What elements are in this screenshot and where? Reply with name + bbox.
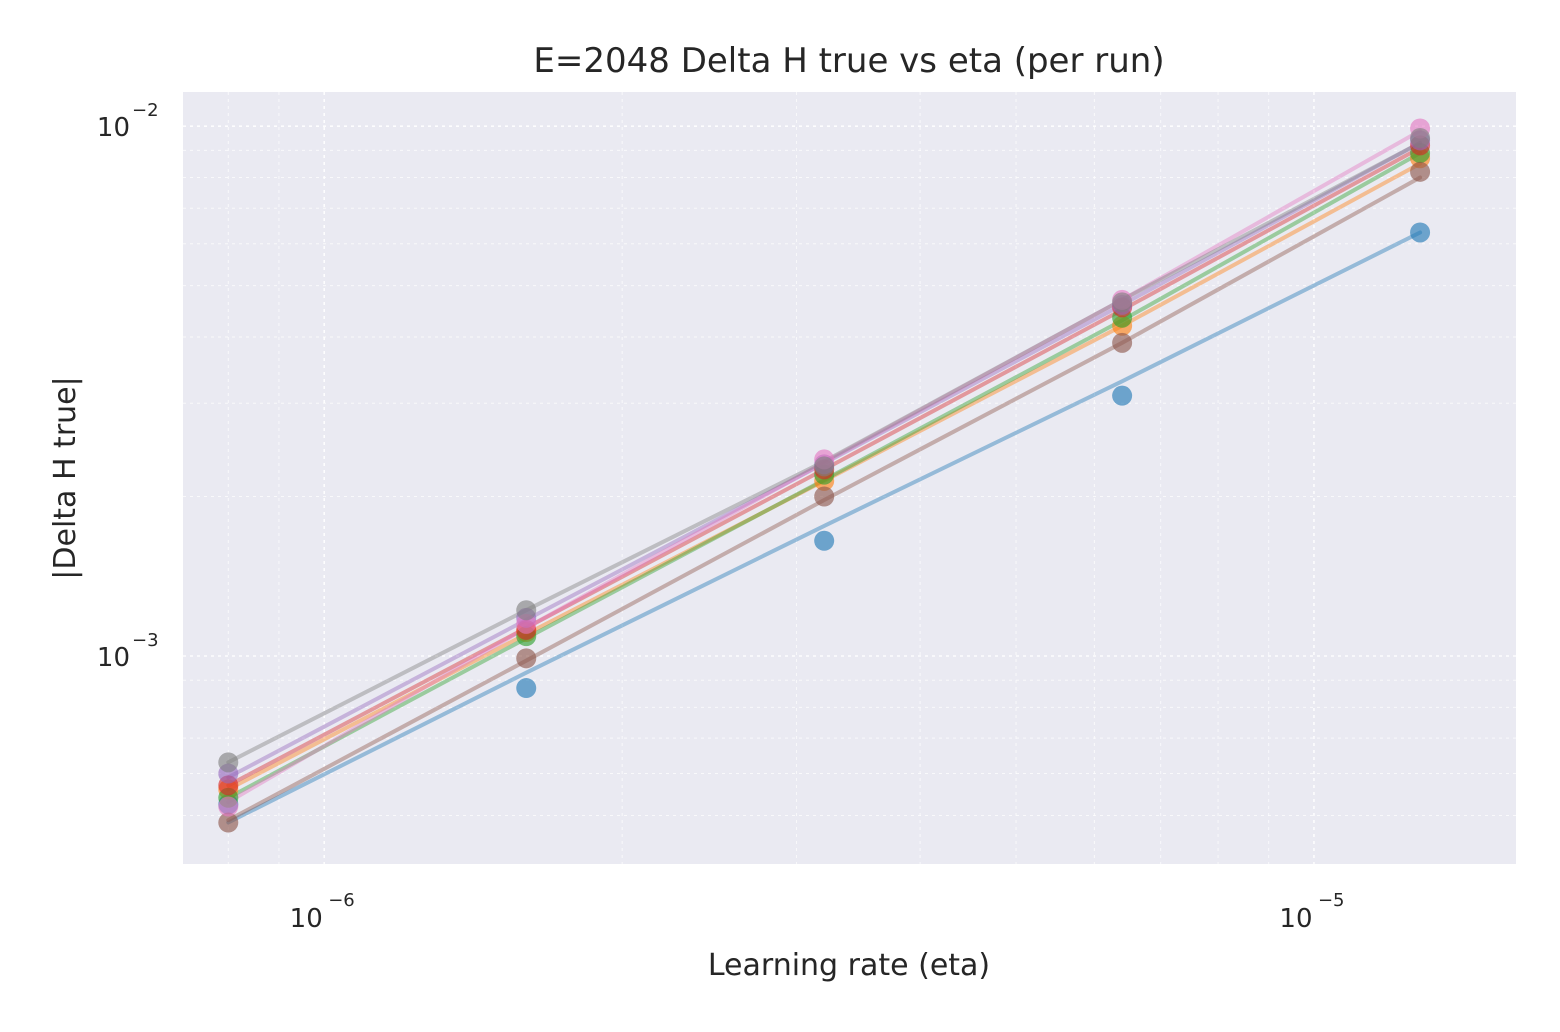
series-6-point (1410, 161, 1431, 182)
y-axis-label: |Delta H true| (48, 376, 83, 579)
minor-grid (183, 92, 1516, 864)
series-6-point (516, 648, 537, 669)
y-tick-exponent: −2 (132, 100, 159, 121)
series-6-point (1112, 332, 1133, 353)
y-tick-label: 10 (97, 113, 130, 143)
series-1-point (814, 530, 835, 551)
series-8-point (516, 600, 537, 621)
x-axis-label: Learning rate (eta) (708, 948, 990, 983)
x-tick-label: 10 (290, 904, 323, 934)
y-tick-label: 10 (97, 643, 130, 673)
series-1-point (1112, 385, 1133, 406)
series-1-point (1410, 222, 1431, 243)
x-tick-exponent: −6 (328, 890, 355, 911)
series-layer (218, 118, 1431, 833)
series-8-point (1410, 127, 1431, 148)
plot-area (183, 92, 1516, 864)
series-7-point (218, 796, 239, 817)
series-8-point (1112, 292, 1133, 313)
series-6-point (814, 486, 835, 507)
tick-labels: 10−610−510−310−2 (97, 100, 1345, 934)
x-tick-label: 10 (1279, 904, 1312, 934)
series-1-point (516, 678, 537, 699)
chart-title: E=2048 Delta H true vs eta (per run) (533, 41, 1164, 81)
x-tick-exponent: −5 (1318, 890, 1345, 911)
series-8-point (218, 752, 239, 773)
major-grid (183, 92, 1516, 864)
series-8-point (814, 456, 835, 477)
series-1-fit-line (226, 230, 1423, 825)
series-6-point (218, 812, 239, 833)
y-tick-exponent: −3 (132, 630, 159, 651)
